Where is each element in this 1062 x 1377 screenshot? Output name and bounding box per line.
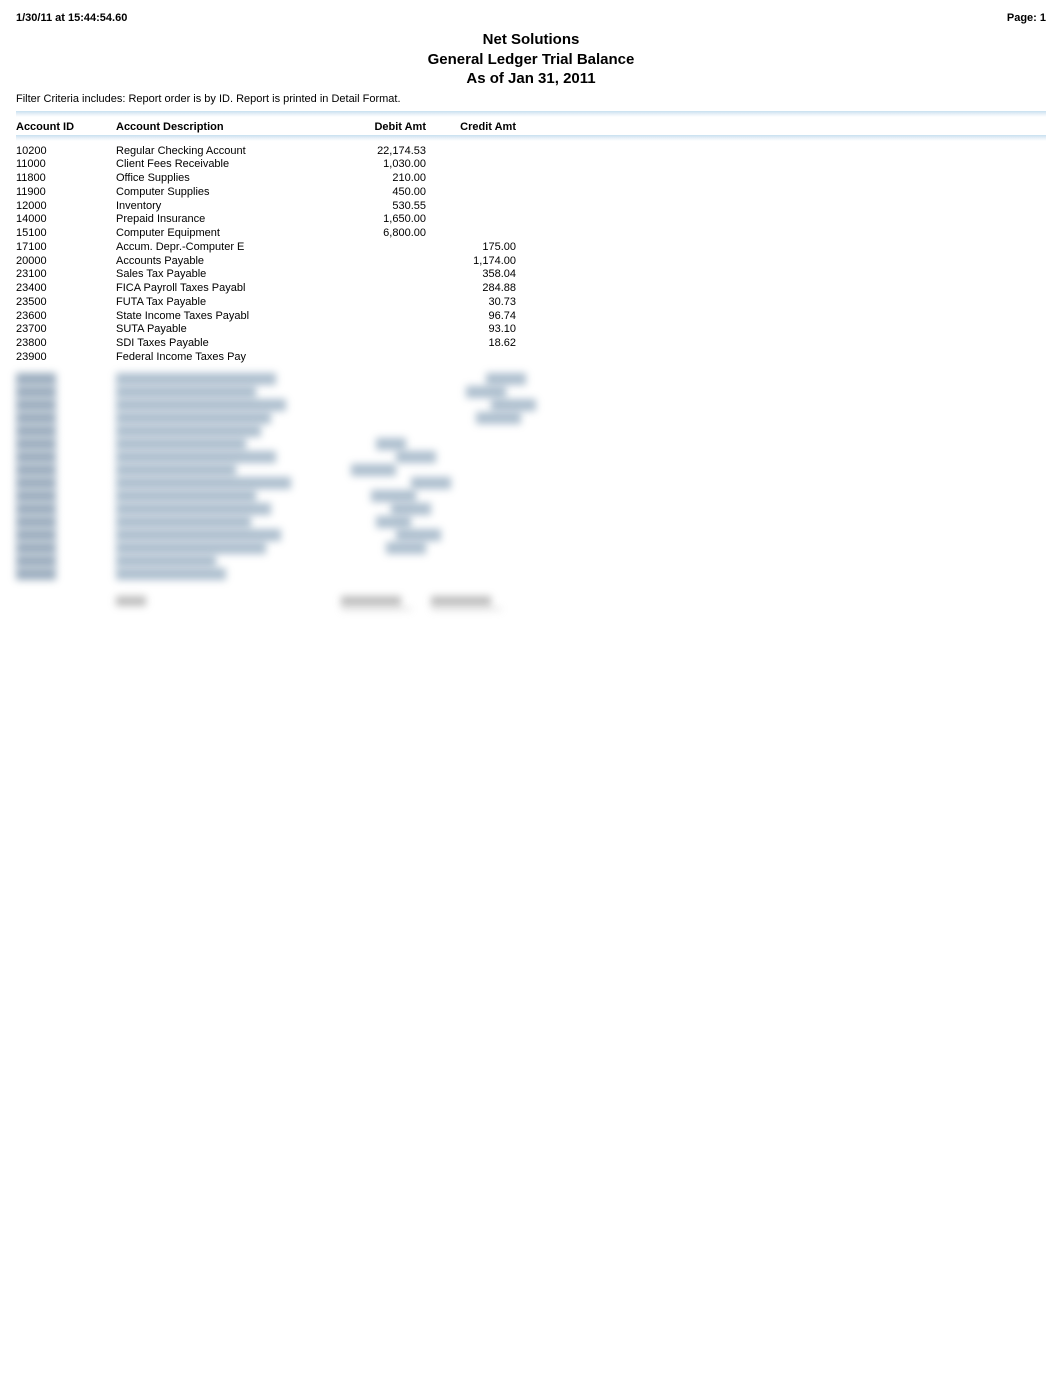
cell-account-id: 17100	[16, 241, 116, 255]
cell-debit	[336, 351, 426, 365]
cell-debit	[336, 323, 426, 337]
cell-account-id: 11900	[16, 186, 116, 200]
cell-account-id: 14000	[16, 213, 116, 227]
table-row: 11800Office Supplies210.00	[16, 172, 1046, 186]
cell-credit: 93.10	[426, 323, 516, 337]
cell-debit: 22,174.53	[336, 145, 426, 159]
cell-credit	[426, 186, 516, 200]
table-row: 14000Prepaid Insurance1,650.00	[16, 213, 1046, 227]
col-header-debit: Debit Amt	[336, 121, 426, 133]
cell-account-desc: Computer Supplies	[116, 186, 336, 200]
table-row: 10200Regular Checking Account22,174.53	[16, 145, 1046, 159]
cell-credit: 18.62	[426, 337, 516, 351]
obscured-rows	[16, 373, 1046, 610]
cell-credit: 30.73	[426, 296, 516, 310]
cell-account-id: 11000	[16, 158, 116, 172]
table-row: 23900Federal Income Taxes Pay	[16, 351, 1046, 365]
cell-account-id: 23600	[16, 310, 116, 324]
table-body: 10200Regular Checking Account22,174.5311…	[16, 145, 1046, 365]
filter-criteria: Filter Criteria includes: Report order i…	[16, 93, 1046, 105]
report-name: General Ledger Trial Balance	[16, 50, 1046, 70]
cell-account-desc: Prepaid Insurance	[116, 213, 336, 227]
cell-credit	[426, 145, 516, 159]
cell-account-desc: State Income Taxes Payabl	[116, 310, 336, 324]
cell-account-id: 23400	[16, 282, 116, 296]
divider-top	[16, 111, 1046, 117]
table-row: 23500FUTA Tax Payable 30.73	[16, 296, 1046, 310]
cell-account-desc: SUTA Payable	[116, 323, 336, 337]
cell-debit: 6,800.00	[336, 227, 426, 241]
cell-account-desc: Sales Tax Payable	[116, 268, 336, 282]
cell-account-desc: Regular Checking Account	[116, 145, 336, 159]
cell-credit: 284.88	[426, 282, 516, 296]
cell-account-desc: Federal Income Taxes Pay	[116, 351, 336, 365]
cell-credit	[426, 158, 516, 172]
cell-credit	[426, 351, 516, 365]
cell-account-desc: Computer Equipment	[116, 227, 336, 241]
cell-account-desc: Accounts Payable	[116, 255, 336, 269]
report-header-line: 1/30/11 at 15:44:54.60 Page: 1	[16, 12, 1046, 24]
col-header-account-id: Account ID	[16, 121, 116, 133]
cell-account-id: 15100	[16, 227, 116, 241]
cell-account-id: 23500	[16, 296, 116, 310]
cell-account-id: 10200	[16, 145, 116, 159]
title-block: Net Solutions General Ledger Trial Balan…	[16, 30, 1046, 89]
company-name: Net Solutions	[16, 30, 1046, 50]
cell-credit: 175.00	[426, 241, 516, 255]
cell-account-desc: SDI Taxes Payable	[116, 337, 336, 351]
cell-debit	[336, 268, 426, 282]
table-row: 23400FICA Payroll Taxes Payabl 284.88	[16, 282, 1046, 296]
cell-debit	[336, 255, 426, 269]
table-header-row: Account ID Account Description Debit Amt…	[16, 119, 1046, 135]
cell-debit	[336, 282, 426, 296]
cell-account-desc: FUTA Tax Payable	[116, 296, 336, 310]
table-row: 12000Inventory530.55	[16, 200, 1046, 214]
cell-debit	[336, 241, 426, 255]
cell-account-id: 12000	[16, 200, 116, 214]
as-of-date: As of Jan 31, 2011	[16, 69, 1046, 89]
table-row: 11000Client Fees Receivable1,030.00	[16, 158, 1046, 172]
cell-credit	[426, 227, 516, 241]
cell-account-desc: Accum. Depr.-Computer E	[116, 241, 336, 255]
col-header-credit: Credit Amt	[426, 121, 516, 133]
cell-account-id: 11800	[16, 172, 116, 186]
cell-account-id: 23700	[16, 323, 116, 337]
cell-credit: 96.74	[426, 310, 516, 324]
cell-account-id: 23900	[16, 351, 116, 365]
cell-credit: 358.04	[426, 268, 516, 282]
table-row: 23100Sales Tax Payable 358.04	[16, 268, 1046, 282]
cell-credit	[426, 172, 516, 186]
cell-account-desc: Inventory	[116, 200, 336, 214]
cell-credit	[426, 200, 516, 214]
cell-credit: 1,174.00	[426, 255, 516, 269]
col-header-account-desc: Account Description	[116, 121, 336, 133]
cell-credit	[426, 213, 516, 227]
table-row: 23800SDI Taxes Payable 18.62	[16, 337, 1046, 351]
table-row: 20000Accounts Payable 1,174.00	[16, 255, 1046, 269]
table-row: 15100Computer Equipment6,800.00	[16, 227, 1046, 241]
cell-account-id: 20000	[16, 255, 116, 269]
cell-debit: 1,650.00	[336, 213, 426, 227]
table-row: 11900Computer Supplies450.00	[16, 186, 1046, 200]
divider-under-header	[16, 135, 1046, 141]
table-row: 17100Accum. Depr.-Computer E 175.00	[16, 241, 1046, 255]
cell-debit: 450.00	[336, 186, 426, 200]
table-row: 23700SUTA Payable 93.10	[16, 323, 1046, 337]
cell-debit	[336, 310, 426, 324]
cell-debit: 210.00	[336, 172, 426, 186]
cell-account-id: 23800	[16, 337, 116, 351]
cell-debit: 530.55	[336, 200, 426, 214]
page-label: Page: 1	[1007, 12, 1046, 24]
cell-account-desc: Office Supplies	[116, 172, 336, 186]
cell-debit	[336, 296, 426, 310]
timestamp: 1/30/11 at 15:44:54.60	[16, 12, 127, 24]
cell-account-desc: FICA Payroll Taxes Payabl	[116, 282, 336, 296]
cell-account-desc: Client Fees Receivable	[116, 158, 336, 172]
cell-debit: 1,030.00	[336, 158, 426, 172]
cell-account-id: 23100	[16, 268, 116, 282]
cell-debit	[336, 337, 426, 351]
table-row: 23600State Income Taxes Payabl 96.74	[16, 310, 1046, 324]
